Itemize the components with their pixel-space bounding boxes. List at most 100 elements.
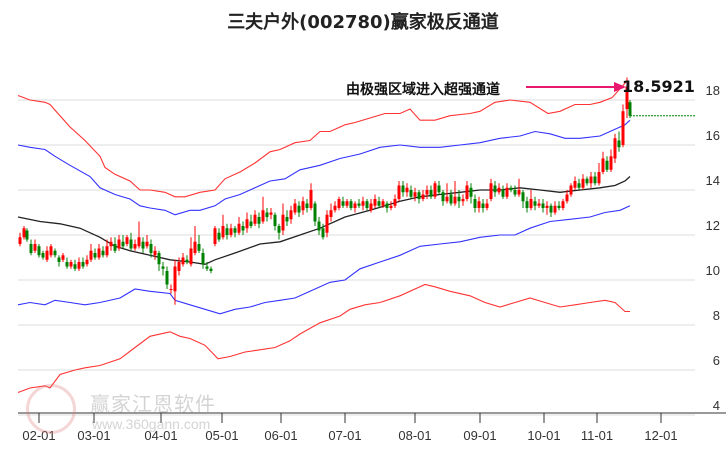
candle: [213, 228, 217, 244]
candle: [453, 196, 457, 204]
candle: [281, 214, 285, 231]
candle: [81, 262, 85, 267]
candle: [325, 214, 329, 233]
candle: [533, 201, 537, 206]
candle: [273, 214, 277, 226]
candle: [185, 259, 189, 262]
candle: [465, 185, 469, 199]
candle: [177, 262, 181, 271]
candle: [473, 199, 477, 208]
candle: [449, 194, 453, 204]
candle: [429, 190, 433, 197]
candle: [241, 226, 245, 231]
candle: [105, 246, 109, 256]
candle: [433, 183, 437, 197]
candle: [69, 262, 73, 267]
candle: [409, 190, 413, 197]
candle: [93, 253, 97, 258]
y-tick-label: 6: [712, 353, 720, 368]
candle: [497, 187, 501, 193]
candle: [561, 201, 565, 208]
candle: [161, 266, 165, 269]
candle: [461, 199, 465, 202]
candle: [381, 201, 385, 206]
candle: [229, 228, 233, 235]
candle: [517, 190, 521, 195]
candle: [53, 250, 57, 256]
candle: [397, 185, 401, 199]
x-tick-label: 05-01: [205, 428, 239, 443]
candle: [181, 257, 185, 265]
candle: [437, 185, 441, 193]
candle: [413, 192, 417, 197]
lower_outer-line: [17, 283, 630, 394]
gridlines: [18, 99, 695, 416]
candle: [457, 196, 461, 202]
candle: [89, 250, 93, 260]
candle: [49, 246, 53, 256]
candle: [393, 199, 397, 206]
candle: [73, 264, 77, 269]
candle: [217, 232, 221, 240]
candle: [289, 210, 293, 220]
candle: [421, 194, 425, 199]
price-label: 18.5921: [622, 77, 695, 96]
candle: [157, 253, 161, 265]
candle: [373, 199, 377, 206]
lower_inner-line: [17, 205, 631, 315]
candle: [605, 160, 609, 170]
candle: [149, 244, 153, 253]
candle: [541, 203, 545, 208]
candle: [249, 221, 253, 226]
candle: [557, 205, 561, 208]
candle: [113, 244, 117, 251]
annotation-arrow: [526, 82, 626, 92]
candle: [65, 262, 69, 267]
candle: [145, 241, 149, 247]
candle: [293, 203, 297, 213]
candle: [549, 205, 553, 213]
chart-title: 三夫户外(002780)赢家极反通道: [227, 12, 499, 33]
candle: [493, 185, 497, 193]
candle: [329, 210, 333, 217]
candle: [565, 194, 569, 202]
y-tick-label: 12: [705, 218, 720, 233]
candle: [201, 253, 205, 265]
candle: [621, 111, 625, 145]
x-tick-label: 04-01: [144, 428, 178, 443]
candle: [569, 185, 573, 195]
candle: [253, 214, 257, 224]
candle: [337, 199, 341, 208]
candle: [628, 102, 632, 116]
x-tick-label: 06-01: [264, 428, 298, 443]
x-tick-label: 07-01: [328, 428, 362, 443]
x-tick-label: 10-01: [527, 428, 561, 443]
candle: [441, 192, 445, 202]
watermark-url: www.360gann.com: [92, 416, 211, 432]
candle: [209, 268, 213, 271]
candle: [537, 203, 541, 206]
candle: [609, 156, 613, 170]
candle: [589, 176, 593, 184]
candle: [365, 201, 369, 208]
candle: [521, 192, 525, 202]
candle: [37, 246, 41, 256]
candle: [305, 203, 309, 208]
candle: [385, 203, 389, 208]
candle: [45, 250, 49, 260]
candle: [225, 228, 229, 235]
candle: [169, 289, 173, 290]
candle: [613, 138, 617, 159]
y-tick-label: 14: [705, 173, 720, 188]
candle: [101, 250, 105, 256]
candle: [469, 187, 473, 197]
upper_inner-line: [17, 119, 631, 216]
candle: [29, 244, 33, 253]
candle: [321, 228, 325, 238]
candle: [357, 203, 361, 206]
candle: [297, 205, 301, 213]
candlesticks: [18, 77, 632, 305]
candle: [237, 223, 241, 233]
candle: [545, 205, 549, 208]
